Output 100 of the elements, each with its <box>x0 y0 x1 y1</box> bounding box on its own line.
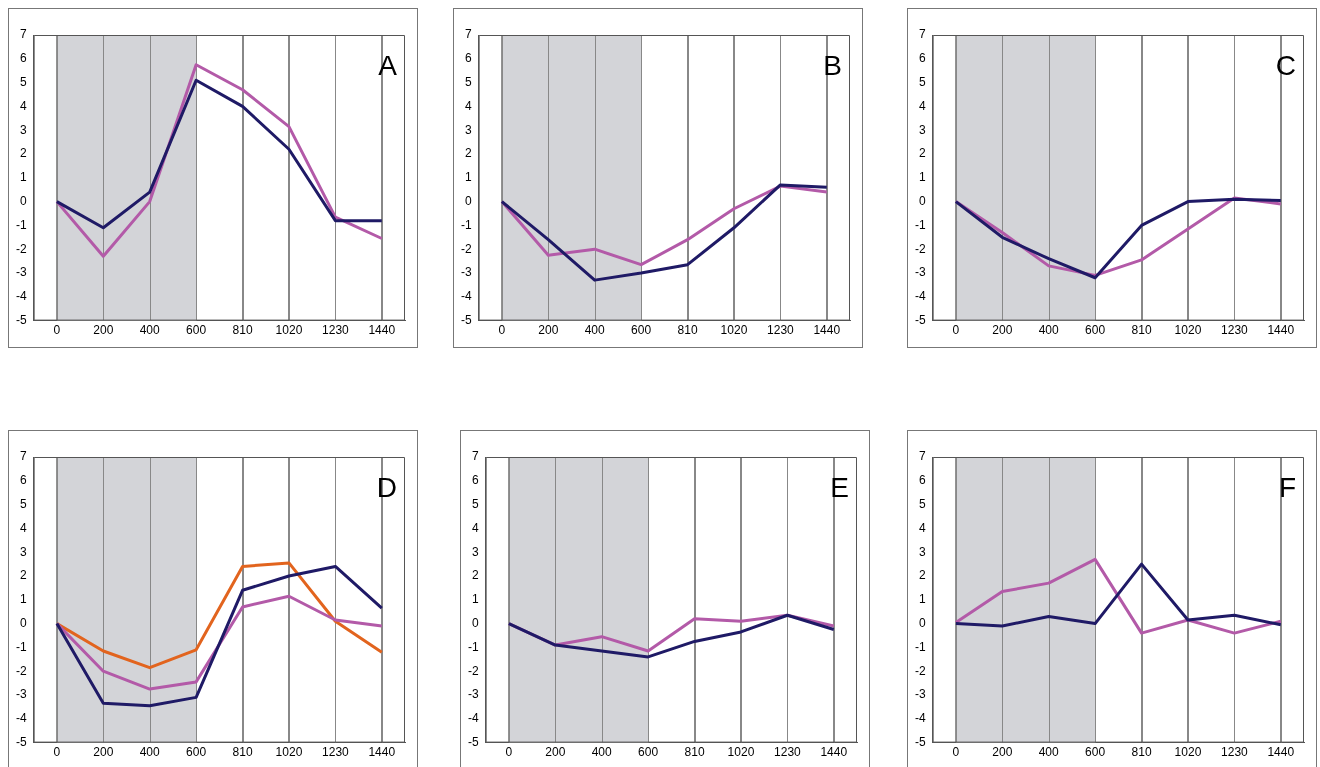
y-tick-label: -4 <box>16 711 27 726</box>
x-tick-label: 400 <box>591 745 613 760</box>
x-tick-label: 1230 <box>1221 323 1249 338</box>
y-tick-label: -2 <box>468 663 479 678</box>
y-tick-label: 3 <box>918 122 926 137</box>
y-tick-label: -1 <box>915 639 926 654</box>
y-tick-label: 5 <box>19 74 27 89</box>
x-tick-label: 1230 <box>322 323 350 338</box>
x-tick-label: 1020 <box>1174 323 1202 338</box>
y-tick-label: 2 <box>471 568 479 583</box>
x-tick-label: 0 <box>498 323 506 338</box>
x-tick-label: 0 <box>53 745 61 760</box>
annotation: F <box>1278 471 1296 503</box>
y-tick-label: 6 <box>464 51 472 66</box>
x-tick-label: 1440 <box>368 323 396 338</box>
x-tick-label: 600 <box>186 323 207 338</box>
y-tick-label: 3 <box>918 544 926 559</box>
y-tick-label: -1 <box>461 217 472 232</box>
annotation: A <box>378 49 398 81</box>
y-tick-label: 7 <box>918 449 926 464</box>
y-tick-label: 0 <box>471 615 479 630</box>
y-tick-label: -5 <box>16 734 27 749</box>
x-tick-label: 200 <box>992 745 1013 760</box>
y-tick-label: 7 <box>471 449 479 464</box>
y-tick-label: 1 <box>471 592 479 607</box>
y-tick-label: -3 <box>915 265 926 280</box>
y-tick-label: 0 <box>464 193 472 208</box>
x-tick-label: 400 <box>139 745 161 760</box>
y-tick-label: 0 <box>19 615 27 630</box>
x-tick-label: 1020 <box>275 323 303 338</box>
y-tick-label: -4 <box>461 289 472 304</box>
y-tick-label: -3 <box>461 265 472 280</box>
y-tick-label: 2 <box>918 146 926 161</box>
x-tick-label: 1440 <box>813 323 841 338</box>
y-tick-label: 5 <box>464 74 472 89</box>
y-tick-label: -1 <box>915 217 926 232</box>
x-tick-label: 810 <box>232 323 253 338</box>
x-tick-label: 1020 <box>720 323 748 338</box>
y-tick-label: -3 <box>468 687 479 702</box>
y-tick-label: 5 <box>471 496 479 511</box>
y-tick-label: 2 <box>464 146 472 161</box>
y-tick-label: 7 <box>918 27 926 42</box>
x-tick-label: 200 <box>545 745 566 760</box>
y-tick-label: 2 <box>918 568 926 583</box>
x-tick-label: 0 <box>952 745 960 760</box>
x-tick-label: 810 <box>1131 323 1152 338</box>
annotation: D <box>376 471 397 503</box>
y-tick-label: 4 <box>918 98 926 113</box>
y-tick-label: 0 <box>918 615 926 630</box>
x-tick-label: 1440 <box>368 745 396 760</box>
y-tick-label: -5 <box>915 312 926 327</box>
annotation: C <box>1275 49 1296 81</box>
y-tick-label: 4 <box>19 520 27 535</box>
y-tick-label: -4 <box>16 289 27 304</box>
annotation: E <box>830 471 849 503</box>
x-tick-label: 600 <box>631 323 652 338</box>
x-tick-label: 1230 <box>774 745 802 760</box>
x-tick-label: 1440 <box>1267 745 1295 760</box>
y-tick-label: 3 <box>471 544 479 559</box>
x-tick-label: 1230 <box>322 745 350 760</box>
x-tick-label: 1440 <box>820 745 848 760</box>
y-tick-label: 4 <box>19 98 27 113</box>
y-tick-label: 6 <box>918 473 926 488</box>
y-tick-label: -4 <box>915 711 926 726</box>
x-tick-label: 600 <box>1085 745 1106 760</box>
y-tick-label: 3 <box>19 544 27 559</box>
y-tick-label: 4 <box>464 98 472 113</box>
x-tick-label: 200 <box>992 323 1013 338</box>
x-tick-label: 400 <box>1038 745 1060 760</box>
x-tick-label: 200 <box>93 323 114 338</box>
y-tick-label: 7 <box>19 449 27 464</box>
y-tick-label: -5 <box>468 734 479 749</box>
y-tick-label: 5 <box>918 496 926 511</box>
y-tick-label: -2 <box>461 241 472 256</box>
y-tick-label: -3 <box>16 687 27 702</box>
x-tick-label: 810 <box>677 323 698 338</box>
x-tick-label: 810 <box>1131 745 1152 760</box>
y-tick-label: 2 <box>19 146 27 161</box>
x-tick-label: 1230 <box>1221 745 1249 760</box>
y-tick-label: 4 <box>471 520 479 535</box>
y-tick-label: 7 <box>19 27 27 42</box>
y-tick-label: 6 <box>471 473 479 488</box>
x-tick-label: 600 <box>1085 323 1106 338</box>
y-tick-label: -4 <box>915 289 926 304</box>
x-tick-label: 1020 <box>275 745 303 760</box>
y-tick-label: 1 <box>19 592 27 607</box>
x-tick-label: 0 <box>53 323 61 338</box>
x-tick-label: 810 <box>232 745 253 760</box>
y-tick-label: -5 <box>461 312 472 327</box>
y-tick-label: 1 <box>464 170 472 185</box>
y-tick-label: -5 <box>16 312 27 327</box>
x-tick-label: 1230 <box>767 323 795 338</box>
x-tick-label: 0 <box>505 745 513 760</box>
x-tick-label: 400 <box>584 323 606 338</box>
y-tick-label: 1 <box>918 170 926 185</box>
x-tick-label: 1020 <box>727 745 755 760</box>
x-tick-label: 810 <box>684 745 705 760</box>
y-tick-label: -2 <box>915 663 926 678</box>
y-tick-label: -2 <box>16 663 27 678</box>
x-tick-label: 0 <box>952 323 960 338</box>
